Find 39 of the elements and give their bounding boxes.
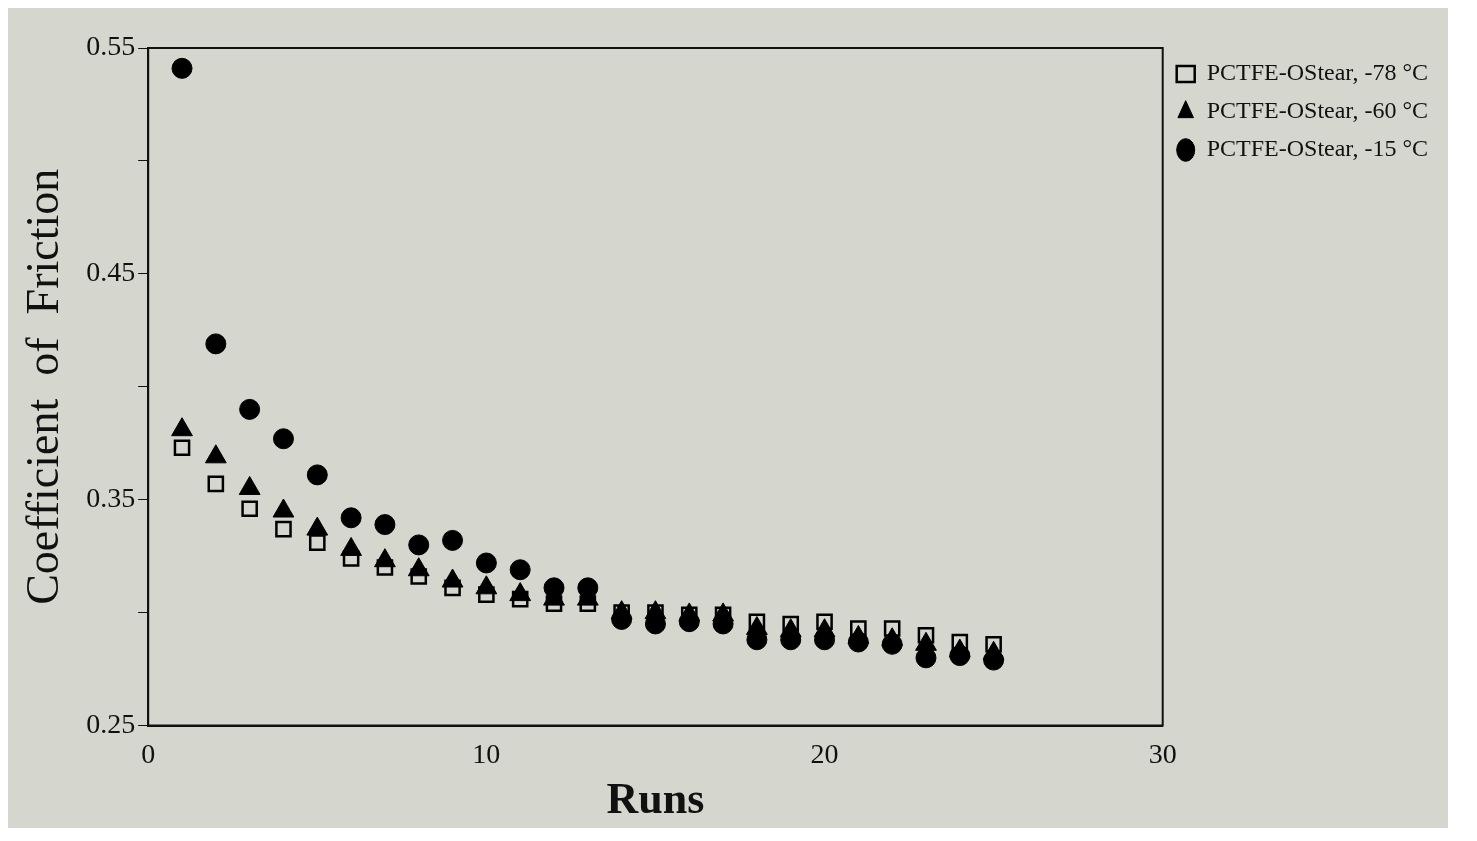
y-tick-label: 0.25 xyxy=(86,707,136,739)
point xyxy=(408,534,430,556)
point xyxy=(444,579,461,597)
point xyxy=(917,626,935,644)
point xyxy=(207,475,225,493)
point xyxy=(376,559,394,576)
point xyxy=(374,514,396,536)
point xyxy=(171,57,193,79)
y-tick-label: 0.35 xyxy=(86,482,136,514)
point xyxy=(308,534,326,551)
point xyxy=(545,595,563,612)
point xyxy=(241,500,258,518)
x-tick-label: 10 xyxy=(472,737,501,769)
legend-label: PCTFE-OStear, -78 °C xyxy=(1206,59,1428,86)
y-tick-label: 0.45 xyxy=(86,256,136,288)
point xyxy=(342,550,360,567)
legend-label: PCTFE-OStear, -60 °C xyxy=(1206,97,1428,124)
point xyxy=(205,333,227,355)
y-tick-label: 0.55 xyxy=(86,30,136,62)
point xyxy=(272,428,294,450)
point xyxy=(511,590,529,608)
point xyxy=(306,464,328,486)
point xyxy=(475,552,497,574)
x-tick-label: 0 xyxy=(141,737,156,769)
legend-label: PCTFE-OStear, -15 °C xyxy=(1206,135,1428,162)
point xyxy=(239,398,261,420)
point xyxy=(883,620,901,637)
x-tick-label: 30 xyxy=(1148,737,1177,769)
y-axis-title: Coefficient of Friction xyxy=(16,168,68,605)
x-tick-label: 20 xyxy=(810,737,839,769)
point xyxy=(509,559,531,581)
point xyxy=(442,529,464,551)
point xyxy=(173,439,191,457)
point xyxy=(951,633,969,651)
point xyxy=(275,520,292,538)
point xyxy=(340,507,362,529)
point xyxy=(410,568,428,585)
x-axis-title: Runs xyxy=(606,773,705,823)
point xyxy=(579,595,597,612)
